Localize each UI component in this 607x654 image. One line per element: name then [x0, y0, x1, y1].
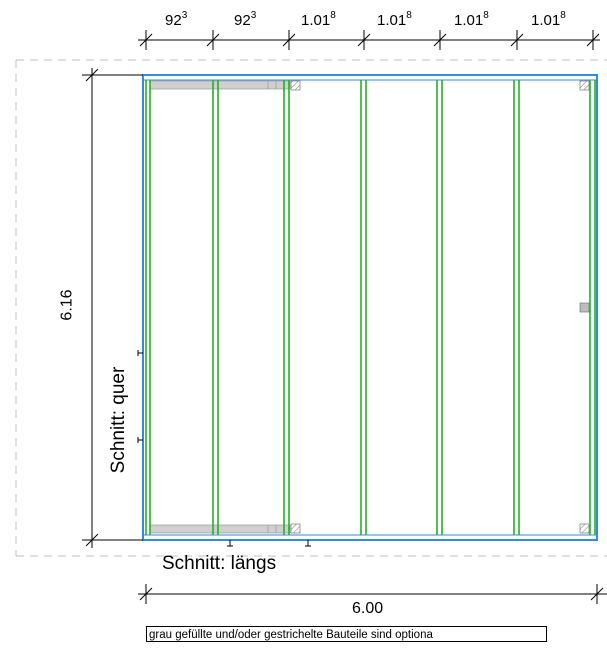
- section-long-label: Schnitt: längs: [162, 553, 277, 574]
- width-dimension-label: 6.00: [352, 600, 384, 617]
- tick-3: [282, 30, 296, 50]
- top-dimension-label-2: 923: [234, 10, 257, 29]
- rafter-1: [145, 80, 151, 535]
- top-dimension-label-5: 1.018: [454, 10, 489, 29]
- top-dimension-chain: [138, 30, 600, 50]
- tick-4: [357, 30, 371, 50]
- rafter-4: [360, 80, 367, 535]
- optional-components-note: grau gefüllte und/oder gestrichelte Baut…: [146, 626, 547, 642]
- rafter-6: [513, 80, 520, 535]
- tick-5: [433, 30, 447, 50]
- tick-7: [586, 30, 600, 50]
- width-dimension: [138, 584, 607, 604]
- top-dimension-label-3: 1.018: [301, 10, 336, 29]
- post-mid-right: [579, 302, 590, 313]
- depth-dimension-label: 6.16: [58, 289, 76, 321]
- tick-2: [206, 30, 220, 50]
- rafter-7: [589, 80, 596, 535]
- top-dimension-label-1: 923: [165, 10, 188, 29]
- post-bottom-middle: [290, 523, 301, 534]
- section-markers: [137, 350, 311, 547]
- rafter-2: [212, 80, 219, 535]
- top-dimension-label-4: 1.018: [377, 10, 412, 29]
- optional-beam-bottom: [149, 524, 291, 534]
- post-bottom-right: [579, 523, 590, 534]
- rafter-3: [283, 80, 290, 535]
- posts: [290, 80, 590, 534]
- top-dimension-label-6: 1.018: [531, 10, 566, 29]
- tick-1: [139, 30, 153, 50]
- post-top-middle: [290, 80, 301, 91]
- roof-frame: [142, 74, 598, 541]
- rafter-5: [436, 80, 443, 535]
- optional-beam-top: [149, 80, 291, 90]
- section-cross-label: Schnitt: quer: [108, 366, 129, 474]
- tick-6: [510, 30, 524, 50]
- optional-outline-dashed: [15, 59, 607, 557]
- rafters: [145, 80, 596, 535]
- depth-dimension: [82, 68, 143, 548]
- post-top-right: [579, 80, 590, 91]
